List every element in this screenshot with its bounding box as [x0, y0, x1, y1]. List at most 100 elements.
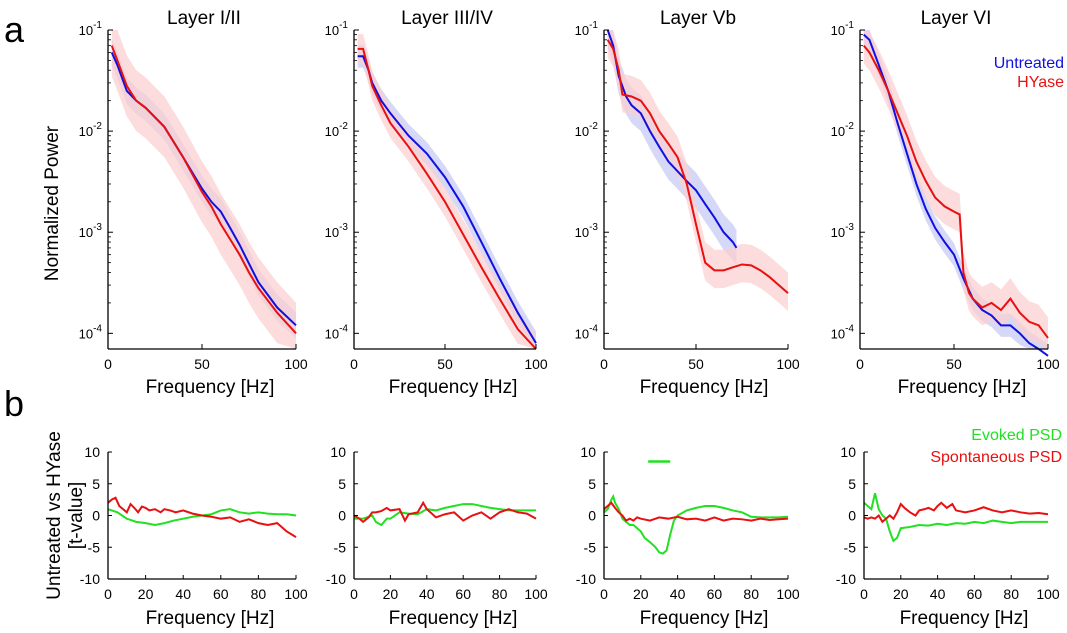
psd-chart-1: 10-4 10-3 10-2 10-1 0 50 100 Layer I/II Frequenc… — [42, 8, 308, 398]
y-tick-label: -5 — [584, 539, 597, 555]
panel-label-b: b — [4, 383, 24, 424]
y-tick-label: 10-1 — [831, 20, 855, 38]
x-tick-label: 0 — [600, 586, 608, 602]
y-tick-label: 10-3 — [831, 222, 855, 240]
x-tick-label: 0 — [856, 356, 864, 372]
y-tick-label: 10-4 — [325, 323, 349, 341]
y-tick-label: -5 — [88, 539, 101, 555]
x-tick-label: 20 — [633, 586, 649, 602]
series-line-spontaneous-psd — [354, 503, 536, 522]
y-tick-label: 10-2 — [575, 121, 599, 139]
y-tick-label: -10 — [836, 571, 856, 587]
y-tick-label: 0 — [588, 508, 596, 524]
y-tick-label: 10 — [840, 444, 856, 460]
legend-entry-hyase: HYase — [1017, 74, 1064, 91]
x-tick-label: 0 — [104, 586, 112, 602]
y-axis-label: Untreated vs HYase — [44, 431, 65, 600]
x-tick-label: 0 — [600, 356, 608, 372]
y-tick-label: 0 — [338, 508, 346, 524]
psd-chart-4: 10-4 10-3 10-2 10-1 0 50 100 Layer VI Frequency … — [831, 8, 1064, 398]
series-line-evoked-psd — [604, 496, 788, 553]
x-tick-label: 80 — [251, 586, 267, 602]
x-tick-label: 20 — [138, 586, 154, 602]
series-line-spontaneous-psd — [864, 503, 1048, 522]
y-tick-label: -10 — [576, 571, 596, 587]
x-tick-label: 100 — [1036, 356, 1060, 372]
x-tick-label: 0 — [860, 586, 868, 602]
x-tick-label: 60 — [455, 586, 471, 602]
y-tick-label: -5 — [844, 539, 857, 555]
x-tick-label: 60 — [213, 586, 229, 602]
x-tick-label: 50 — [688, 356, 704, 372]
y-tick-label: 5 — [92, 476, 100, 492]
x-axis-label: Frequency [Hz] — [146, 377, 275, 398]
x-tick-label: 50 — [946, 356, 962, 372]
y-axis-label: [t-value] — [66, 482, 87, 550]
x-tick-label: 80 — [1003, 586, 1019, 602]
panel-label-a: a — [4, 9, 25, 50]
y-tick-label: 10 — [580, 444, 596, 460]
y-tick-label: 10-3 — [575, 222, 599, 240]
x-tick-label: 50 — [437, 356, 453, 372]
x-axis-label: Frequency [Hz] — [898, 377, 1027, 398]
y-tick-label: -5 — [334, 539, 347, 555]
y-tick-label: 5 — [588, 476, 596, 492]
y-tick-label: 10-2 — [831, 121, 855, 139]
x-tick-label: 0 — [350, 356, 358, 372]
chart-title: Layer III/IV — [401, 8, 493, 29]
x-tick-label: 80 — [743, 586, 759, 602]
x-tick-label: 100 — [524, 586, 548, 602]
y-tick-label: 5 — [338, 476, 346, 492]
y-tick-label: 10-3 — [79, 222, 103, 240]
x-tick-label: 100 — [284, 586, 308, 602]
x-axis-label: Frequency [Hz] — [389, 377, 518, 398]
chart-title: Layer Vb — [660, 8, 736, 29]
x-tick-label: 100 — [776, 356, 800, 372]
y-tick-label: 10-4 — [831, 323, 855, 341]
y-tick-label: 10-2 — [79, 121, 103, 139]
y-tick-label: 10-1 — [575, 20, 599, 38]
series-line-spontaneous-psd — [604, 503, 788, 521]
y-tick-label: -10 — [80, 571, 100, 587]
x-axis-label: Frequency [Hz] — [900, 608, 1029, 629]
series-line-spontaneous-psd — [108, 498, 296, 537]
legend-entry-evoked-psd: Evoked PSD — [971, 427, 1062, 444]
y-tick-label: 0 — [92, 508, 100, 524]
band-hyase — [608, 30, 788, 311]
legend-entry-spontaneous-psd: Spontaneous PSD — [930, 449, 1062, 466]
psd-chart-2: 10-410-310-210-10 50 100Layer III/IVFreque… — [325, 8, 548, 398]
x-tick-label: 100 — [524, 356, 548, 372]
x-tick-label: 100 — [776, 586, 800, 602]
x-tick-label: 40 — [419, 586, 435, 602]
x-tick-label: 0 — [104, 356, 112, 372]
y-tick-label: 10-2 — [325, 121, 349, 139]
x-tick-label: 100 — [284, 356, 308, 372]
x-tick-label: 20 — [383, 586, 399, 602]
x-tick-label: 40 — [175, 586, 191, 602]
x-axis-label: Frequency [Hz] — [640, 608, 769, 629]
x-tick-label: 50 — [194, 356, 210, 372]
y-tick-label: 10-4 — [575, 323, 599, 341]
x-tick-label: 40 — [930, 586, 946, 602]
y-tick-label: 5 — [848, 476, 856, 492]
x-tick-label: 40 — [670, 586, 686, 602]
chart-title: Layer VI — [921, 8, 992, 29]
legend-entry-untreated: Untreated — [994, 55, 1064, 72]
psd-chart-3: 10-4 10-3 10-2 10-1 0 50 100 Layer Vb Frequency … — [575, 8, 800, 398]
y-tick-label: 0 — [848, 508, 856, 524]
y-tick-label: 10-1 — [79, 20, 103, 38]
y-tick-label: -10 — [326, 571, 346, 587]
x-tick-label: 0 — [350, 586, 358, 602]
x-axis-label: Frequency [Hz] — [640, 377, 769, 398]
y-tick-label: 10-1 — [325, 20, 349, 38]
x-tick-label: 60 — [707, 586, 723, 602]
y-tick-label: 10 — [330, 444, 346, 460]
chart-title: Layer I/II — [167, 8, 241, 29]
y-tick-label: 10 — [84, 444, 100, 460]
